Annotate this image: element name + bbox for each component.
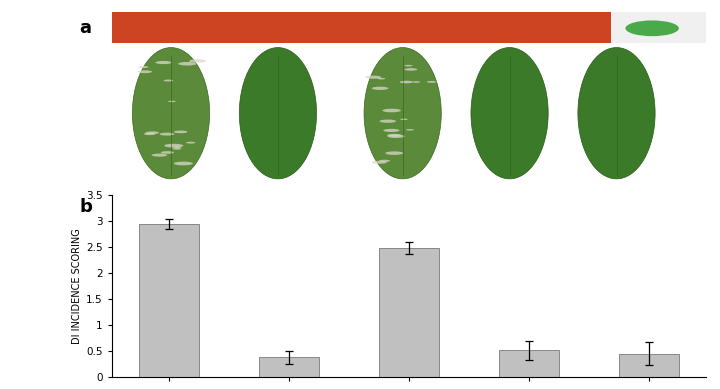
Ellipse shape	[145, 131, 159, 134]
Ellipse shape	[163, 80, 174, 81]
Ellipse shape	[168, 101, 176, 102]
Ellipse shape	[387, 134, 401, 137]
Ellipse shape	[400, 81, 413, 83]
Ellipse shape	[372, 161, 387, 164]
Ellipse shape	[405, 65, 413, 67]
Bar	[618, 354, 679, 377]
Ellipse shape	[138, 70, 152, 73]
Bar	[498, 350, 559, 377]
Ellipse shape	[172, 148, 181, 150]
Bar	[379, 248, 438, 377]
Ellipse shape	[189, 59, 206, 63]
Ellipse shape	[161, 151, 174, 154]
FancyBboxPatch shape	[112, 12, 706, 43]
FancyBboxPatch shape	[611, 12, 706, 43]
Ellipse shape	[405, 68, 418, 71]
Y-axis label: DI INCIDENCE SCORING: DI INCIDENCE SCORING	[72, 228, 82, 344]
Ellipse shape	[382, 109, 401, 112]
Text: a: a	[79, 19, 91, 37]
Ellipse shape	[379, 160, 390, 162]
Ellipse shape	[160, 133, 174, 135]
Ellipse shape	[138, 66, 148, 68]
Ellipse shape	[365, 75, 382, 79]
Ellipse shape	[174, 131, 187, 133]
Ellipse shape	[471, 47, 548, 179]
Ellipse shape	[174, 161, 193, 165]
Ellipse shape	[379, 119, 396, 123]
Ellipse shape	[156, 61, 171, 64]
Ellipse shape	[132, 47, 210, 179]
Ellipse shape	[377, 78, 385, 79]
Ellipse shape	[144, 133, 156, 135]
Ellipse shape	[427, 81, 436, 83]
Circle shape	[626, 21, 679, 36]
Ellipse shape	[385, 151, 403, 155]
Ellipse shape	[406, 129, 414, 131]
Ellipse shape	[174, 146, 181, 148]
Ellipse shape	[152, 154, 167, 157]
Ellipse shape	[372, 87, 388, 90]
Ellipse shape	[164, 144, 184, 147]
Ellipse shape	[387, 135, 405, 138]
Text: b: b	[79, 198, 92, 216]
Ellipse shape	[364, 47, 441, 179]
Ellipse shape	[578, 47, 655, 179]
Ellipse shape	[178, 62, 197, 65]
Bar	[138, 224, 199, 377]
Bar	[258, 357, 319, 377]
Ellipse shape	[239, 47, 317, 179]
Ellipse shape	[413, 81, 420, 83]
Ellipse shape	[383, 129, 400, 132]
Ellipse shape	[186, 142, 195, 144]
Ellipse shape	[400, 119, 408, 120]
